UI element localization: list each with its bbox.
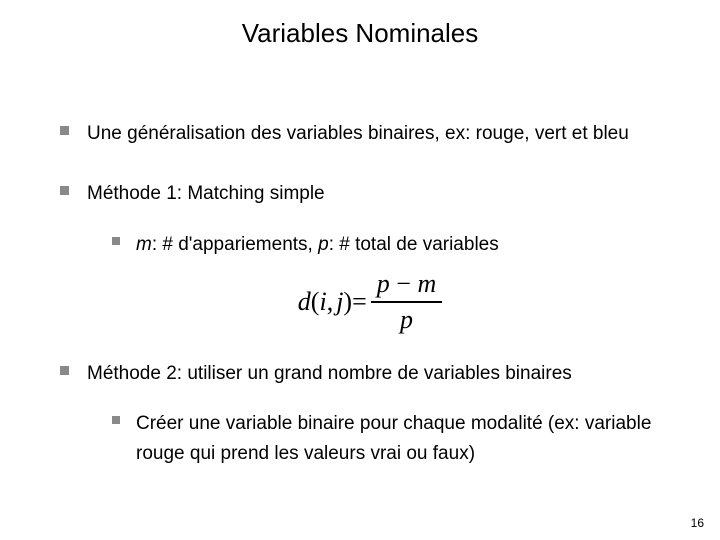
bullet-1: Une généralisation des variables binaire… [60, 119, 680, 149]
bullet-3: Méthode 2: utiliser un grand nombre de v… [60, 359, 680, 389]
formula-open: ( [311, 287, 320, 317]
formula-close: ) [343, 287, 352, 317]
formula-denominator: p [394, 303, 419, 335]
text-post: : # total de variables [329, 234, 499, 255]
formula-d: d [298, 287, 311, 317]
num-minus: − [390, 269, 418, 298]
var-m: m [136, 234, 152, 255]
formula-eq: = [352, 287, 367, 317]
bullet-1-text: Une généralisation des variables binaire… [87, 119, 629, 149]
bullet-square-icon [112, 237, 120, 245]
bullet-square-icon [60, 366, 69, 375]
bullet-square-icon [112, 416, 120, 424]
bullet-3-sub-text: Créer une variable binaire pour chaque m… [136, 409, 680, 468]
bullet-2-text: Méthode 1: Matching simple [87, 179, 325, 209]
bullet-square-icon [60, 126, 69, 135]
var-p: p [318, 234, 329, 255]
bullet-3-text: Méthode 2: utiliser un grand nombre de v… [87, 359, 572, 389]
bullet-square-icon [60, 186, 69, 195]
bullet-2: Méthode 1: Matching simple [60, 179, 680, 209]
formula-inner: d(i,j)= p − m p [298, 269, 442, 335]
formula-j: j [336, 287, 343, 317]
bullet-2-sub: m: # d'appariements, p: # total de varia… [112, 230, 680, 259]
num-m: m [417, 269, 436, 298]
formula-fraction: p − m p [371, 269, 442, 335]
slide-title: Variables Nominales [40, 18, 680, 49]
formula: d(i,j)= p − m p [60, 269, 680, 335]
formula-numerator: p − m [371, 269, 442, 301]
page-number: 16 [691, 516, 704, 530]
bullet-2-sub-text: m: # d'appariements, p: # total de varia… [136, 230, 499, 259]
bullet-3-sub: Créer une variable binaire pour chaque m… [112, 409, 680, 468]
num-p: p [377, 269, 390, 298]
text-mid: : # d'appariements, [152, 234, 318, 255]
formula-i: i [319, 287, 326, 317]
formula-c1: , [327, 287, 334, 317]
slide-container: Variables Nominales Une généralisation d… [0, 0, 720, 540]
